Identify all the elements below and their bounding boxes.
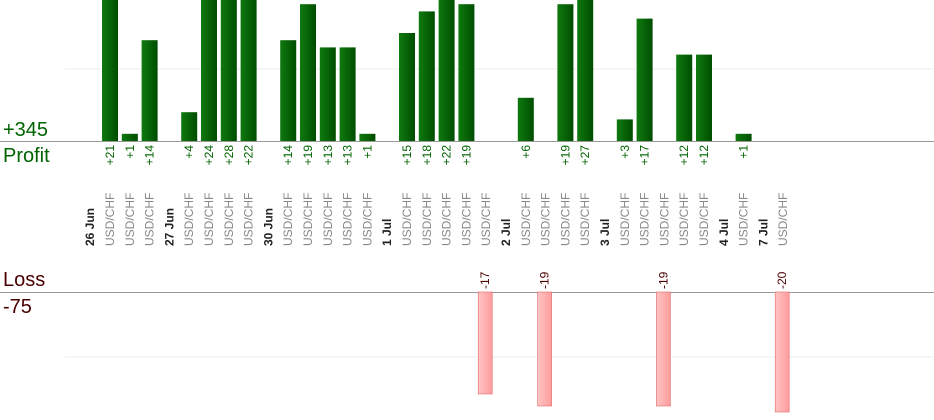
pair-label: USD/CHF <box>677 193 691 246</box>
pair-label: USD/CHF <box>222 193 236 246</box>
profit-value-label: +24 <box>202 145 216 166</box>
pair-label: USD/CHF <box>657 193 671 246</box>
profit-bar <box>300 4 316 142</box>
profit-bar <box>220 0 237 142</box>
profit-value-label: +14 <box>143 145 157 166</box>
loss-value-label: -20 <box>775 271 789 289</box>
profit-value-label: +22 <box>440 145 454 166</box>
pair-label: USD/CHF <box>638 193 652 246</box>
pair-label: USD/CHF <box>539 193 553 246</box>
date-label: 7 Jul <box>756 219 770 246</box>
pair-label: USD/CHF <box>519 193 533 246</box>
loss-value-label: -19 <box>656 271 670 289</box>
profit-value-label: +1 <box>123 145 137 159</box>
loss-bar <box>537 291 552 407</box>
pair-label: USD/CHF <box>776 193 790 246</box>
date-label: 26 Jun <box>83 208 97 246</box>
date-label: 2 Jul <box>499 219 513 246</box>
profit-bar <box>280 40 297 142</box>
profit-value-label: +19 <box>558 145 572 166</box>
pair-label: USD/CHF <box>558 193 572 246</box>
date-label: 3 Jul <box>598 219 612 246</box>
profit-bar <box>319 47 336 141</box>
profit-label: Profit <box>3 145 50 167</box>
profit-value-label: +18 <box>420 145 434 166</box>
profit-value-label: +19 <box>459 145 473 166</box>
date-label: 27 Jun <box>162 208 176 246</box>
date-label: 4 Jul <box>717 219 731 246</box>
profit-value-label: +13 <box>321 145 335 166</box>
pair-label: USD/CHF <box>321 193 335 246</box>
profit-value-label: +27 <box>578 145 592 166</box>
profit-bar <box>240 0 257 141</box>
loss-value-label: -19 <box>538 271 552 289</box>
loss-bar <box>656 291 671 407</box>
loss-total: -75 <box>3 296 32 318</box>
profit-bar <box>557 4 574 142</box>
pair-label: USD/CHF <box>737 193 751 246</box>
profit-value-label: +3 <box>618 145 632 159</box>
profit-value-label: +12 <box>677 145 691 166</box>
pair-label: USD/CHF <box>301 193 315 246</box>
pair-label: USD/CHF <box>420 193 434 246</box>
profit-value-label: +1 <box>360 145 374 159</box>
pair-label: USD/CHF <box>281 193 295 246</box>
profit-value-label: +17 <box>638 145 652 166</box>
profit-value-label: +13 <box>341 145 355 166</box>
profit-bar <box>696 54 712 141</box>
profit-value-label: +12 <box>697 145 711 166</box>
profit-value-label: +19 <box>301 145 315 166</box>
profit-total: +345 <box>3 119 49 141</box>
pair-label: USD/CHF <box>182 193 196 246</box>
pair-label: USD/CHF <box>202 193 216 246</box>
profit-bar <box>517 97 534 141</box>
profit-value-label: +15 <box>400 145 414 166</box>
profit-bar <box>121 133 138 141</box>
pair-label: USD/CHF <box>143 193 157 246</box>
pair-label: USD/CHF <box>400 193 414 246</box>
loss-bar <box>477 291 493 395</box>
loss-value-label: -17 <box>478 271 492 289</box>
profit-value-label: +6 <box>519 145 533 159</box>
loss-label: Loss <box>3 269 46 291</box>
pair-label: USD/CHF <box>618 193 632 246</box>
profit-bar <box>399 33 415 141</box>
profit-bar <box>458 4 475 142</box>
profit-value-label: +1 <box>737 145 751 159</box>
profit-bar <box>616 119 633 141</box>
profit-bar <box>438 0 455 141</box>
profit-bar <box>418 11 435 142</box>
profit-value-label: +14 <box>281 145 295 166</box>
pair-label: USD/CHF <box>578 193 592 246</box>
profit-bar <box>141 40 158 142</box>
profit-value-label: +28 <box>222 145 236 166</box>
profit-bar <box>201 0 217 142</box>
pair-label: USD/CHF <box>360 193 374 246</box>
pair-label: USD/CHF <box>479 193 493 246</box>
profit-bar <box>735 133 752 141</box>
profit-value-label: +4 <box>182 145 196 159</box>
pair-label: USD/CHF <box>103 193 117 246</box>
date-label: 30 Jun <box>261 208 275 246</box>
pair-label: USD/CHF <box>440 193 454 246</box>
profit-value-label: +21 <box>103 145 117 166</box>
pair-label: USD/CHF <box>123 193 137 246</box>
pair-label: USD/CHF <box>341 193 355 246</box>
profit-bar <box>339 47 356 141</box>
profit-bar <box>577 0 594 141</box>
pair-label: USD/CHF <box>697 193 711 246</box>
profit-bar <box>676 54 693 141</box>
profit-bar <box>181 112 198 141</box>
profit-bar <box>636 18 653 142</box>
profit-bar <box>102 0 118 141</box>
profit-bar <box>359 133 376 141</box>
loss-bar <box>774 291 790 413</box>
profit-value-label: +22 <box>242 145 256 166</box>
date-label: 1 Jul <box>380 219 394 246</box>
pair-label: USD/CHF <box>459 193 473 246</box>
pair-label: USD/CHF <box>242 193 256 246</box>
